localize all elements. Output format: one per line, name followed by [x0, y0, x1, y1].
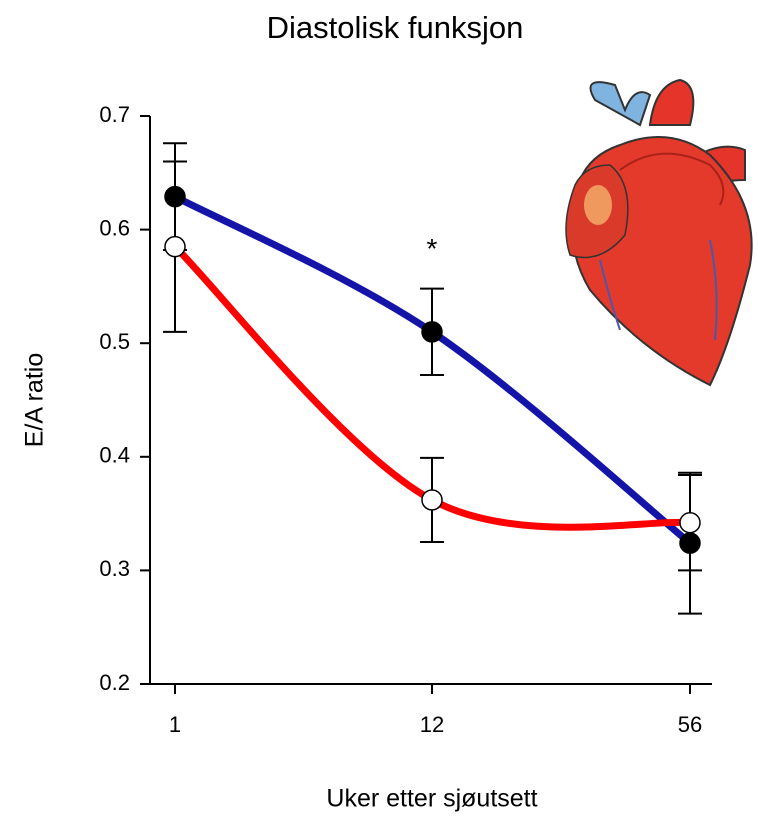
y-tick-label: 0.6	[99, 215, 130, 240]
heart-illustration	[565, 78, 753, 387]
data-point	[421, 489, 443, 511]
y-tick-label: 0.7	[99, 102, 130, 127]
data-point	[421, 321, 443, 343]
data-point	[679, 511, 701, 534]
x-axis-label: Uker etter sjøutsett	[326, 785, 537, 813]
y-tick-label: 0.4	[99, 443, 130, 468]
annotation: *	[427, 233, 438, 264]
y-axis-label: E/A ratio	[21, 353, 49, 448]
x-tick-label: 12	[420, 712, 444, 737]
data-point	[164, 185, 186, 208]
y-tick-label: 0.2	[99, 670, 130, 695]
x-tick-label: 1	[169, 712, 181, 737]
x-tick-label: 56	[678, 712, 702, 737]
chart-title: Diastolisk funksjon	[267, 10, 524, 45]
data-point	[679, 532, 701, 554]
y-tick-label: 0.5	[99, 329, 130, 354]
y-tick-label: 0.3	[99, 556, 130, 581]
data-point	[164, 235, 186, 258]
